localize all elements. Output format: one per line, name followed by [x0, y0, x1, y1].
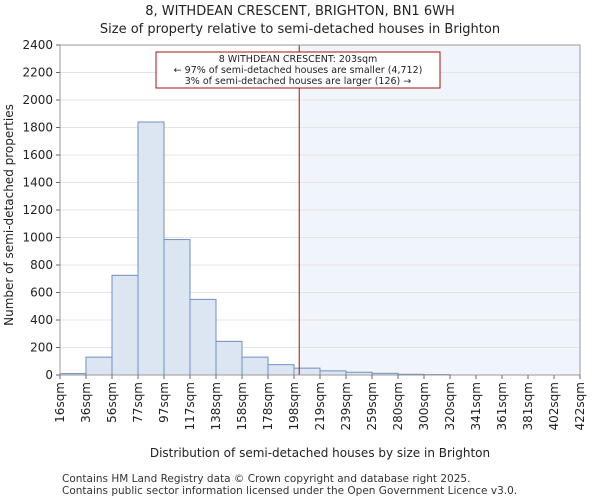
bar: [111, 274, 139, 376]
annotation-box: 8 WITHDEAN CRESCENT: 203sqm ← 97% of sem…: [155, 51, 441, 89]
chart-subtitle: Size of property relative to semi-detach…: [99, 22, 501, 37]
bar: [85, 356, 113, 376]
y-tick-label: 1800: [22, 121, 53, 135]
y-tick-label: 1600: [22, 148, 53, 162]
y-axis-ticks: 0 200 400 600 800 1000 1200 1400 1600 1800 2000 220…: [22, 38, 60, 382]
y-tick-label: 2000: [22, 93, 53, 107]
x-tick-label: 117sqm: [183, 382, 197, 430]
bar: [137, 121, 165, 376]
x-tick-label: 341sqm: [469, 382, 483, 430]
x-tick-label: 36sqm: [79, 382, 93, 423]
y-tick-label: 0: [45, 368, 53, 382]
x-tick-label: 138sqm: [209, 382, 223, 430]
x-tick-label: 381sqm: [521, 382, 535, 430]
x-tick-label: 56sqm: [105, 382, 119, 423]
x-tick-label: 158sqm: [235, 382, 249, 430]
y-tick-label: 1000: [22, 231, 53, 245]
bar: [189, 298, 217, 376]
bar: [319, 370, 347, 376]
bar: [241, 356, 269, 376]
y-tick-label: 800: [30, 258, 53, 272]
bar: [293, 367, 321, 376]
x-tick-label: 16sqm: [53, 382, 67, 423]
footer-line-2: Contains public sector information licen…: [62, 485, 518, 497]
x-axis-label: Distribution of semi-detached houses by …: [150, 446, 490, 460]
y-tick-label: 200: [30, 341, 53, 355]
x-tick-label: 239sqm: [339, 382, 353, 430]
footer-line-1: Contains HM Land Registry data © Crown c…: [62, 473, 471, 485]
bar: [215, 340, 243, 376]
x-tick-label: 97sqm: [157, 382, 171, 423]
x-axis-ticks: 16sqm 36sqm 56sqm 77sqm 97sqm 117sqm 138sqm 158…: [53, 375, 587, 430]
x-tick-label: 198sqm: [287, 382, 301, 430]
x-tick-label: 361sqm: [495, 382, 509, 430]
x-tick-label: 259sqm: [365, 382, 379, 430]
y-tick-label: 400: [30, 313, 53, 327]
bar: [267, 364, 295, 376]
annotation-line-2: ← 97% of semi-detached houses are smalle…: [174, 65, 423, 76]
x-tick-label: 300sqm: [417, 382, 431, 430]
x-tick-label: 219sqm: [313, 382, 327, 430]
y-tick-label: 1200: [22, 203, 53, 217]
x-tick-label: 320sqm: [443, 382, 457, 430]
x-tick-label: 280sqm: [391, 382, 405, 430]
x-tick-label: 402sqm: [547, 382, 561, 430]
y-tick-label: 600: [30, 286, 53, 300]
x-tick-label: 422sqm: [573, 382, 587, 430]
bars: [59, 121, 451, 376]
y-tick-label: 1400: [22, 176, 53, 190]
x-tick-label: 178sqm: [261, 382, 275, 430]
chart-title: 8, WITHDEAN CRESCENT, BRIGHTON, BN1 6WH: [145, 4, 455, 19]
y-tick-label: 2400: [22, 38, 53, 52]
annotation-line-1: 8 WITHDEAN CRESCENT: 203sqm: [219, 54, 378, 65]
y-tick-label: 2200: [22, 66, 53, 80]
annotation-line-3: 3% of semi-detached houses are larger (1…: [185, 76, 412, 87]
y-axis-label: Number of semi-detached properties: [2, 104, 16, 326]
x-tick-label: 77sqm: [131, 382, 145, 423]
bar: [163, 239, 191, 376]
histogram-chart: 0 200 400 600 800 1000 1200 1400 1600 1800 2000 220…: [2, 38, 587, 460]
